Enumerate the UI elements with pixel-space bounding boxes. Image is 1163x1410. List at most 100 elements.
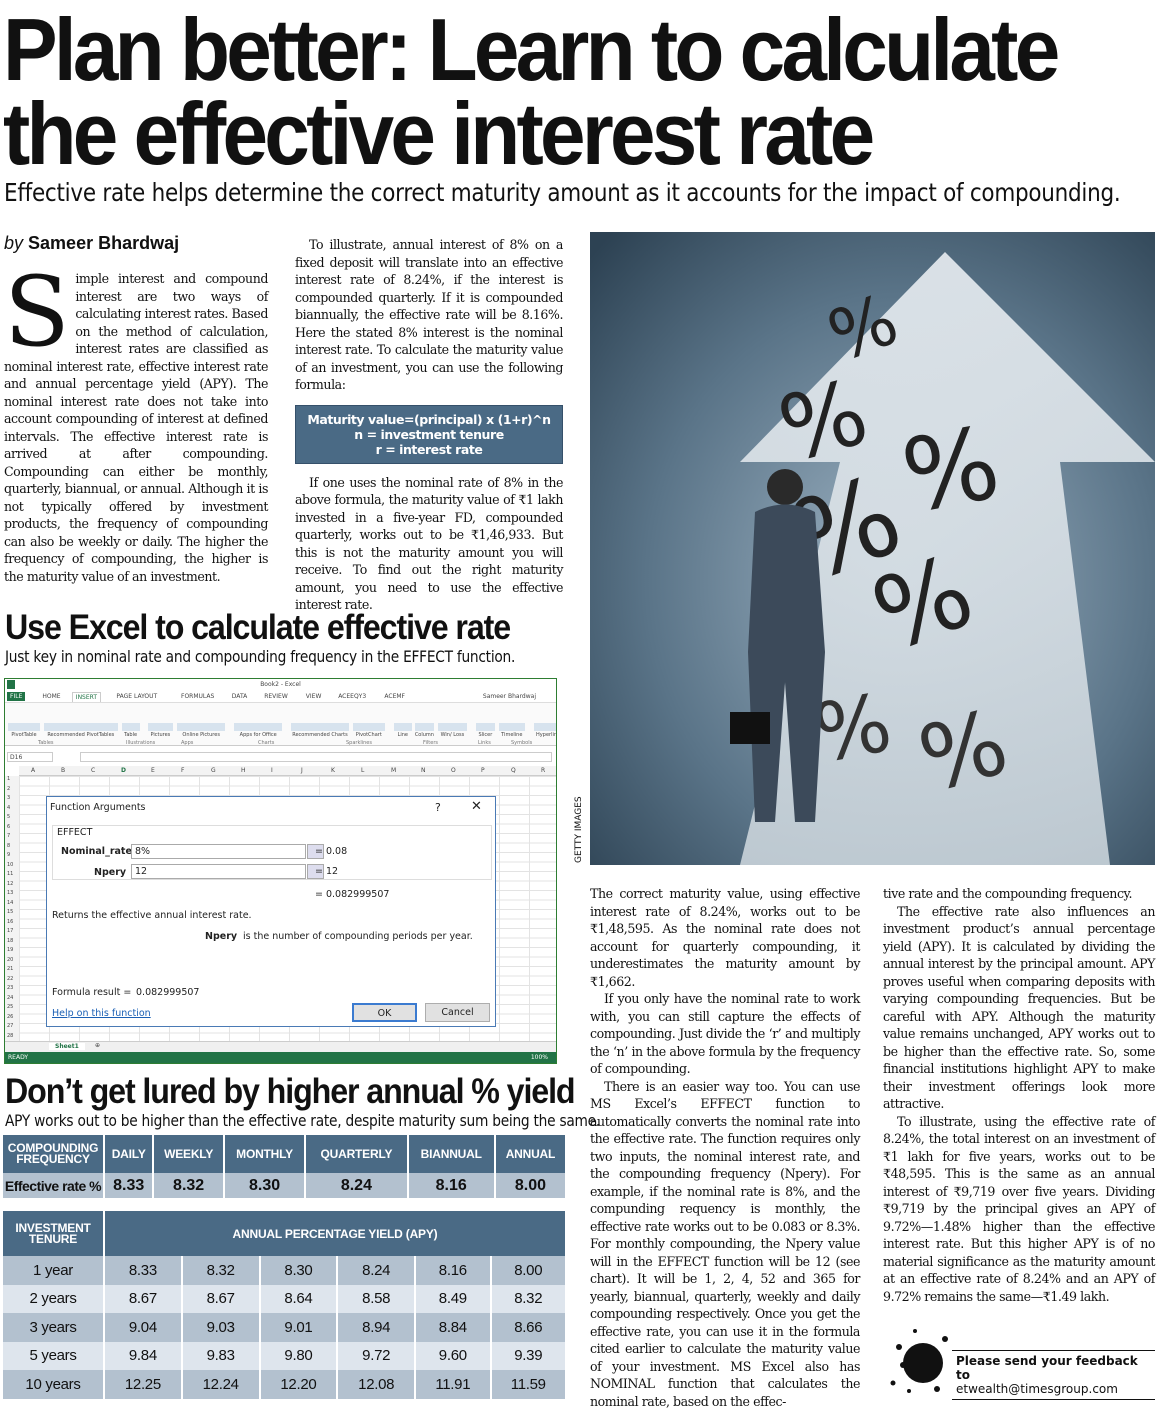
row-header[interactable]: 16 [7, 919, 13, 925]
ribbon-button[interactable]: Slicer [476, 723, 495, 738]
column-header[interactable]: F [181, 767, 184, 774]
row-header[interactable]: 15 [7, 909, 13, 915]
row-header[interactable]: 8 [7, 843, 10, 849]
ribbon: PivotTable Recommended PivotTables Table Pi… [5, 702, 556, 746]
nominal-rate-input[interactable]: 8% [131, 844, 306, 859]
close-icon[interactable]: ✕ [471, 799, 482, 814]
sheet-tab[interactable]: Sheet1 [49, 1043, 85, 1050]
feedback-email[interactable]: etwealth@timesgroup.com [956, 1382, 1118, 1396]
row-header[interactable]: 25 [7, 1004, 13, 1010]
row-header[interactable]: 14 [7, 900, 13, 906]
ribbon-button[interactable]: Table [122, 723, 140, 738]
row-header[interactable]: 24 [7, 995, 13, 1001]
column-header[interactable]: Q [511, 767, 516, 774]
row-header[interactable]: 26 [7, 1014, 13, 1020]
column-header[interactable]: E [151, 767, 155, 774]
ribbon-button[interactable]: Online Pictures [177, 723, 225, 738]
row-header[interactable]: 1 [7, 776, 10, 782]
ribbon-tab[interactable]: DATA [229, 692, 250, 701]
column-header[interactable]: R [541, 767, 545, 774]
ribbon-tab[interactable]: VIEW [303, 692, 325, 701]
headline-line-2: the effective interest rate [3, 92, 871, 176]
ribbon-tab[interactable]: HOME [39, 692, 63, 701]
row-header[interactable]: 27 [7, 1023, 13, 1029]
ribbon-tab[interactable]: FORMULAS [178, 692, 217, 701]
table-header-cell: WEEKLY [154, 1135, 223, 1173]
add-sheet-icon[interactable]: ⊕ [95, 1042, 100, 1049]
row-header[interactable]: 7 [7, 833, 10, 839]
row-header[interactable]: 13 [7, 890, 13, 896]
row-header[interactable]: 21 [7, 966, 13, 972]
row-header[interactable]: 2 [7, 786, 10, 792]
feedback-box: Please send your feedback to etwealth@ti… [952, 1350, 1155, 1400]
row-header[interactable]: 9 [7, 852, 10, 858]
column-header[interactable]: C [91, 767, 95, 774]
row-header[interactable]: 20 [7, 957, 13, 963]
row-header[interactable]: 17 [7, 928, 13, 934]
row-header[interactable]: 4 [7, 805, 10, 811]
ribbon-tab[interactable]: FILE [7, 692, 25, 701]
ribbon-button[interactable]: Timeline [499, 723, 525, 738]
column-header[interactable]: M [391, 767, 396, 774]
column-header[interactable]: I [271, 767, 273, 774]
row-header[interactable]: 28 [7, 1033, 13, 1039]
column-header[interactable]: H [241, 767, 246, 774]
ribbon-button[interactable]: Recommended PivotTables [44, 723, 118, 738]
ribbon-group-label: Symbols [511, 740, 532, 746]
arg-help-text: is the number of compounding periods per… [243, 931, 473, 942]
ribbon-button[interactable]: PivotTable [8, 723, 40, 738]
column-header[interactable]: N [421, 767, 426, 774]
help-link[interactable]: Help on this function [52, 1008, 151, 1019]
column-header[interactable]: K [331, 767, 335, 774]
formula-bar[interactable] [80, 752, 552, 762]
ribbon-tab[interactable]: PAGE LAYOUT [113, 692, 160, 701]
column-header[interactable]: D [121, 767, 126, 774]
row-header[interactable]: 5 [7, 814, 10, 820]
column-header[interactable]: B [61, 767, 65, 774]
row-header[interactable]: 11 [7, 871, 13, 877]
svg-text:%: % [894, 404, 1008, 536]
ribbon-group-label: Charts [258, 740, 274, 746]
ribbon-button[interactable]: PivotChart [353, 723, 385, 738]
row-header[interactable]: 22 [7, 976, 13, 982]
ribbon-button[interactable]: Recommended Charts [291, 723, 349, 738]
ribbon-tab[interactable]: REVIEW [261, 692, 291, 701]
ribbon-button[interactable]: Pictures [148, 723, 174, 738]
ribbon-tab[interactable]: ACEMF [381, 692, 408, 701]
formula-line: n = investment tenure [300, 427, 558, 442]
function-description: Returns the effective annual interest ra… [52, 910, 252, 921]
help-button[interactable]: ? [435, 801, 441, 814]
apy-section-title: Don’t get lured by higher annual % yield [5, 1072, 575, 1112]
ribbon-button[interactable]: Line [394, 723, 412, 738]
npery-input[interactable]: 12 [131, 864, 306, 879]
row-header[interactable]: 23 [7, 985, 13, 991]
formula-line: r = interest rate [300, 442, 558, 457]
ribbon-button[interactable]: Apps for Office [234, 723, 282, 738]
name-box[interactable]: D16 [7, 752, 53, 762]
row-header[interactable]: 12 [7, 881, 13, 887]
row-header[interactable]: 18 [7, 938, 13, 944]
row-header[interactable]: 10 [7, 862, 13, 868]
formula-result-label: Formula result = [52, 987, 131, 998]
ok-button[interactable]: OK [352, 1003, 417, 1022]
ribbon-button[interactable]: Win/ Loss [438, 723, 467, 738]
column-header[interactable]: A [31, 767, 35, 774]
photo-credit: GETTY IMAGES [574, 796, 584, 863]
column-header[interactable]: L [361, 767, 364, 774]
ribbon-button[interactable]: Hyperlink [534, 723, 557, 738]
cancel-button[interactable]: Cancel [425, 1003, 490, 1022]
column-header[interactable]: P [481, 767, 485, 774]
ribbon-button[interactable]: Column [415, 723, 434, 738]
ribbon-tab[interactable]: ACEEQY3 [335, 692, 369, 701]
row-header[interactable]: 3 [7, 795, 10, 801]
column-header[interactable]: G [211, 767, 216, 774]
article-column-4: tive rate and the compounding frequency.… [883, 885, 1155, 1305]
row-header[interactable]: 19 [7, 947, 13, 953]
column-header[interactable]: J [301, 767, 303, 774]
ribbon-tab[interactable]: INSERT [72, 692, 101, 702]
column-header[interactable]: O [451, 767, 456, 774]
row-header[interactable]: 6 [7, 824, 10, 830]
